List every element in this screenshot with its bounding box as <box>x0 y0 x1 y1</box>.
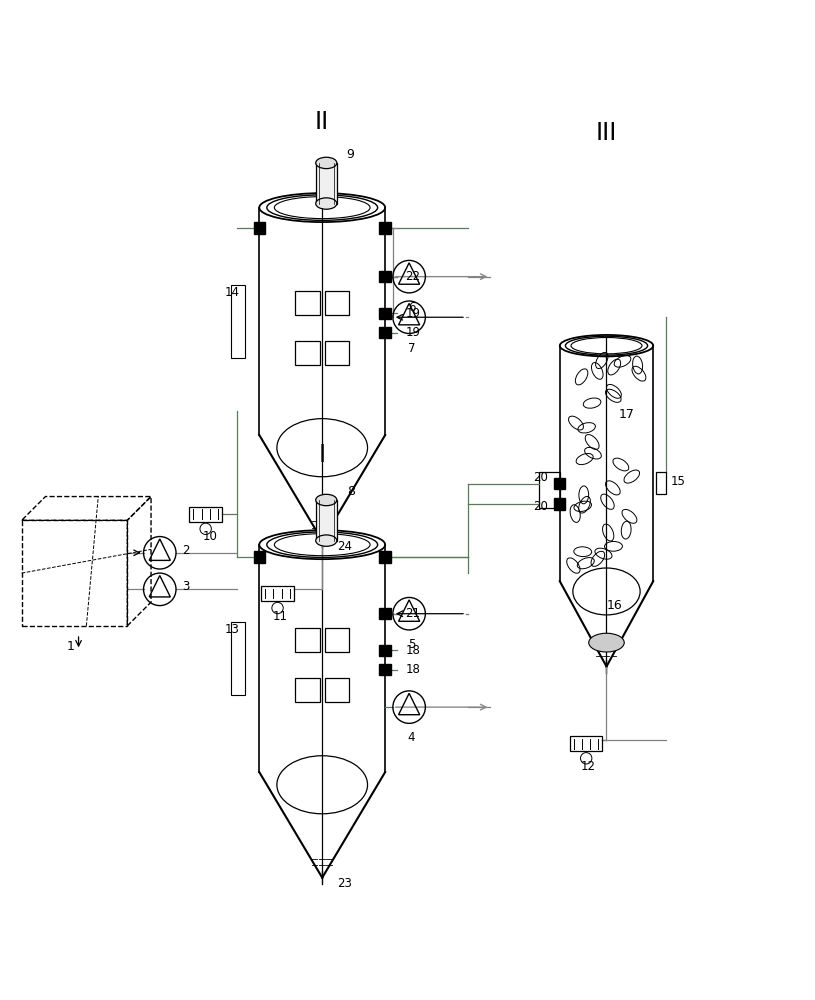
Bar <box>295 678 319 702</box>
Text: 4: 4 <box>408 731 416 744</box>
Bar <box>324 678 349 702</box>
Bar <box>253 222 265 234</box>
Text: II: II <box>315 110 329 134</box>
Text: 10: 10 <box>202 530 217 543</box>
Text: 6: 6 <box>408 301 416 314</box>
Bar <box>324 341 349 365</box>
Text: I: I <box>319 443 326 467</box>
Text: 14: 14 <box>225 286 240 299</box>
Text: 18: 18 <box>406 663 421 676</box>
Text: 19: 19 <box>406 307 421 320</box>
Text: 20: 20 <box>533 471 548 484</box>
Bar <box>315 163 337 204</box>
Bar <box>380 327 391 338</box>
Bar <box>380 308 391 319</box>
Bar <box>554 478 566 489</box>
Text: 11: 11 <box>272 610 288 623</box>
Bar <box>189 507 222 522</box>
Text: 15: 15 <box>671 475 686 488</box>
Ellipse shape <box>588 633 624 652</box>
Text: 3: 3 <box>183 580 190 593</box>
Text: 17: 17 <box>619 408 635 421</box>
Ellipse shape <box>315 198 337 209</box>
Bar <box>380 551 391 563</box>
Bar <box>295 628 319 652</box>
Text: 9: 9 <box>346 148 355 161</box>
Ellipse shape <box>315 157 337 169</box>
Bar <box>540 472 560 508</box>
Bar <box>262 586 293 601</box>
Text: 13: 13 <box>225 623 240 636</box>
Text: 18: 18 <box>406 644 421 657</box>
Text: 12: 12 <box>581 760 596 773</box>
Text: III: III <box>596 121 617 145</box>
Bar <box>380 645 391 656</box>
Bar <box>231 285 245 358</box>
Bar <box>554 498 566 510</box>
Text: 5: 5 <box>408 638 416 651</box>
Ellipse shape <box>315 494 337 506</box>
Text: 19: 19 <box>406 326 421 339</box>
Bar <box>380 664 391 675</box>
Bar <box>253 551 265 563</box>
Bar <box>295 341 319 365</box>
Bar <box>231 622 245 695</box>
Text: 16: 16 <box>606 599 623 612</box>
Text: 1: 1 <box>67 640 74 653</box>
Bar <box>570 736 602 751</box>
Ellipse shape <box>315 535 337 546</box>
Text: 2: 2 <box>183 544 190 557</box>
Bar <box>380 271 391 282</box>
Bar <box>655 472 666 494</box>
Text: 8: 8 <box>346 485 355 498</box>
Bar <box>380 608 391 619</box>
Text: 22: 22 <box>406 270 421 283</box>
Text: 20: 20 <box>533 500 548 513</box>
Bar <box>324 628 349 652</box>
Bar <box>324 291 349 315</box>
Text: 23: 23 <box>337 877 352 890</box>
Text: 24: 24 <box>337 540 352 553</box>
Bar <box>315 500 337 541</box>
Bar <box>295 291 319 315</box>
Text: 21: 21 <box>406 607 421 620</box>
Bar <box>380 222 391 234</box>
Text: 7: 7 <box>408 342 416 355</box>
